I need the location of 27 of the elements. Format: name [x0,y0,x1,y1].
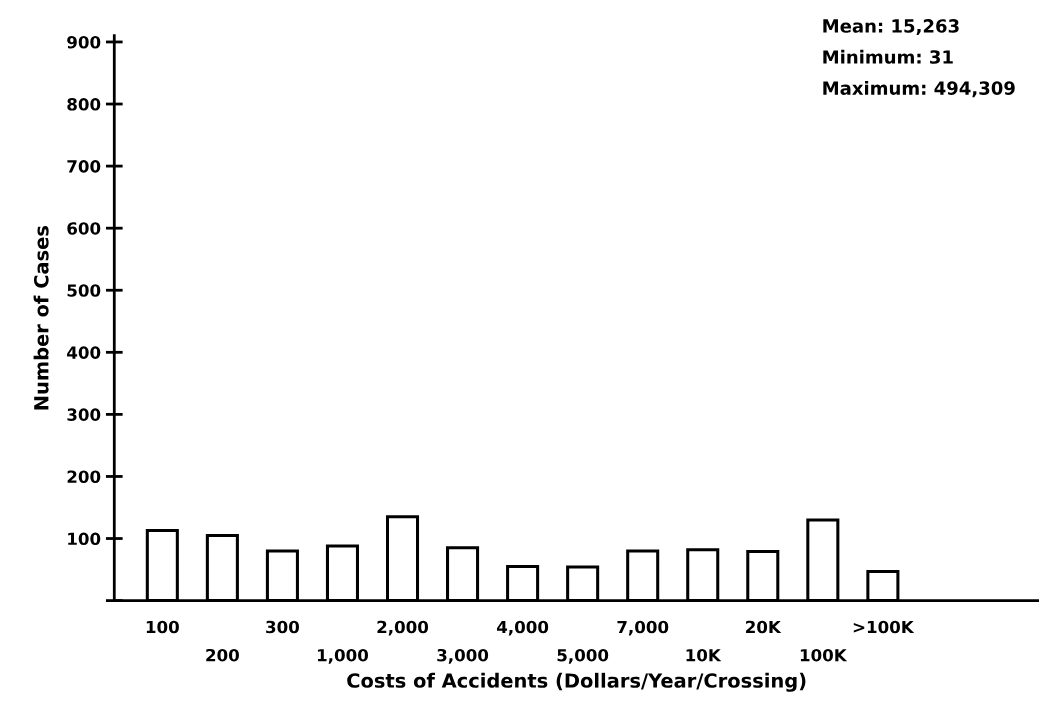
y-tick-label: 600 [67,222,101,235]
x-tick-label: 7,000 [617,620,669,636]
y-axis-title: Number of Cases [33,226,49,410]
y-tick-label: 500 [67,284,101,297]
y-tick-label: 900 [67,35,101,49]
x-tick-label: 2,000 [377,620,429,636]
x-tick-label: 100 [146,620,179,634]
x-tick-label: 4,000 [497,620,549,636]
y-tick-label: 400 [67,346,101,359]
x-tick-label: 1,000 [317,648,369,664]
x-tick-label: 3,000 [437,648,489,664]
x-tick-label: 10K [686,648,722,662]
y-tick-label: 200 [67,470,101,484]
x-tick-label: >100K [853,620,915,634]
x-tick-label: 5,000 [557,648,609,664]
x-tick-label: 300 [266,620,300,634]
y-tick-label: 100 [68,532,101,546]
annotation: Minimum: 31 [823,49,953,64]
y-tick-label: 800 [67,97,101,111]
x-tick-label: 200 [206,648,239,662]
x-tick-label: 100K [800,648,848,662]
annotation: Maximum: 494,309 [823,80,1015,98]
y-tick-label: 700 [67,160,101,173]
text: Mean: 15,263 [823,19,959,36]
y-tick-label: 300 [67,408,101,421]
x-tick-label: 20K [746,620,782,634]
x-axis-title: Costs of Accidents (Dollars/Year/Crossing) [347,672,806,692]
